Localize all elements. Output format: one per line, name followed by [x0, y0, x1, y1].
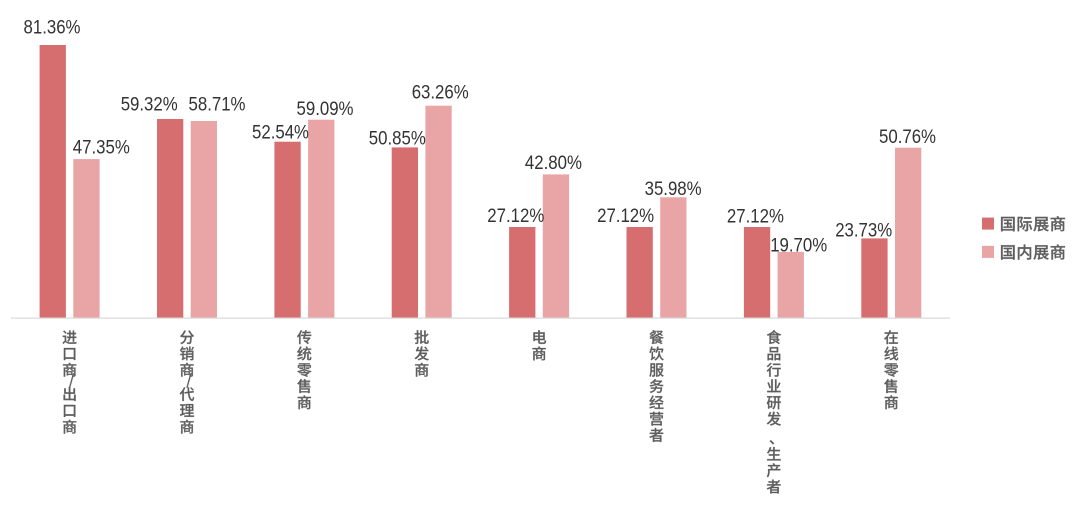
svg-text:19.70%: 19.70% — [770, 236, 827, 257]
svg-text:42.80%: 42.80% — [525, 153, 582, 174]
svg-text:23.73%: 23.73% — [835, 220, 892, 241]
svg-text:50.76%: 50.76% — [879, 127, 936, 148]
svg-text:58.71%: 58.71% — [189, 95, 246, 116]
svg-text:27.12%: 27.12% — [597, 206, 654, 227]
svg-text:63.26%: 63.26% — [412, 82, 469, 103]
svg-text:27.12%: 27.12% — [727, 207, 784, 228]
svg-text:81.36%: 81.36% — [24, 17, 81, 38]
svg-text:35.98%: 35.98% — [645, 179, 702, 200]
svg-text:27.12%: 27.12% — [487, 206, 544, 227]
svg-text:52.54%: 52.54% — [252, 123, 309, 144]
svg-text:59.32%: 59.32% — [121, 95, 178, 116]
svg-text:50.85%: 50.85% — [369, 128, 426, 149]
svg-text:59.09%: 59.09% — [297, 99, 354, 120]
svg-text:47.35%: 47.35% — [73, 137, 130, 158]
